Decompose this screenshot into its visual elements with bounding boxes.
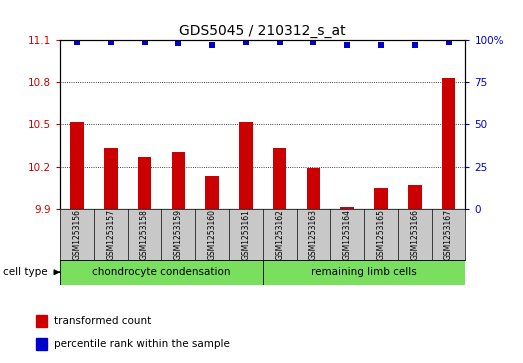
Bar: [306, 168, 320, 209]
Title: GDS5045 / 210312_s_at: GDS5045 / 210312_s_at: [179, 24, 346, 37]
Bar: [239, 122, 253, 209]
Bar: [206, 176, 219, 209]
Bar: [263, 260, 465, 285]
Text: GSM1253160: GSM1253160: [208, 209, 217, 260]
Text: cell type: cell type: [3, 267, 47, 277]
Bar: [36, 315, 48, 327]
Text: chondrocyte condensation: chondrocyte condensation: [92, 267, 231, 277]
Text: GSM1253167: GSM1253167: [444, 209, 453, 260]
Text: GSM1253156: GSM1253156: [73, 209, 82, 260]
Text: remaining limb cells: remaining limb cells: [311, 267, 417, 277]
Text: GSM1253163: GSM1253163: [309, 209, 318, 260]
Text: GSM1253166: GSM1253166: [411, 209, 419, 260]
Text: GSM1253158: GSM1253158: [140, 209, 149, 260]
Bar: [340, 207, 354, 209]
Bar: [104, 148, 118, 209]
Bar: [374, 188, 388, 209]
Text: percentile rank within the sample: percentile rank within the sample: [54, 339, 230, 349]
Text: GSM1253165: GSM1253165: [377, 209, 385, 260]
Bar: [138, 157, 151, 209]
Text: GSM1253161: GSM1253161: [242, 209, 251, 260]
Bar: [408, 185, 422, 209]
Text: GSM1253164: GSM1253164: [343, 209, 352, 260]
Text: GSM1253162: GSM1253162: [275, 209, 284, 260]
Bar: [273, 148, 287, 209]
Bar: [442, 78, 456, 209]
Text: GSM1253157: GSM1253157: [106, 209, 115, 260]
Bar: [172, 152, 185, 209]
Bar: [60, 260, 263, 285]
Bar: [70, 122, 84, 209]
Bar: [36, 338, 48, 350]
Text: GSM1253159: GSM1253159: [174, 209, 183, 260]
Text: transformed count: transformed count: [54, 316, 152, 326]
